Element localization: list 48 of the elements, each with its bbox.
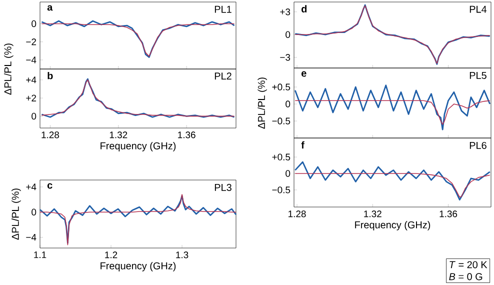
- x-tick-label: 1.28: [288, 210, 306, 218]
- x-tick-label: 1.36: [440, 210, 458, 218]
- y-tick-label: −4: [26, 56, 36, 64]
- chart-title: PL6: [470, 142, 486, 150]
- y-tick-label: 0: [286, 170, 290, 177]
- y-tick-label: 0: [286, 100, 290, 108]
- x-axis-title: Frequency (GHz): [100, 142, 176, 152]
- x-tick-label: 1.32: [110, 132, 128, 138]
- y-tick-label: +2: [26, 94, 36, 102]
- annotation: f: [301, 141, 304, 148]
- text: B = 0 G: [449, 273, 482, 280]
- chart-title: PL3: [214, 184, 232, 191]
- chart-title: PL5: [470, 72, 486, 79]
- y-tick-label: 0: [32, 112, 36, 120]
- x-tick-label: 1.1: [34, 252, 46, 258]
- x-tick-label: 1.36: [178, 132, 196, 138]
- annotation: c: [47, 183, 52, 189]
- chart-title: PL1: [214, 6, 232, 13]
- y-tick-label: +4: [26, 76, 36, 84]
- annotation: b: [48, 72, 53, 80]
- y-tick-label: +0.5: [272, 154, 290, 160]
- y-tick-label: +0.5: [272, 84, 290, 90]
- y-axis-title: ΔPL/PL (%): [258, 78, 267, 129]
- y-tick-label: +3: [280, 8, 290, 16]
- x-axis-title: Frequency (GHz): [355, 221, 430, 230]
- x-tick-label: 1.28: [42, 132, 60, 138]
- y-tick-label: 0: [32, 208, 36, 216]
- y-axis-title: ΔPL/PL (%): [4, 44, 14, 95]
- y-tick-label: −0.5: [272, 118, 290, 124]
- y-tick-label: −3: [280, 54, 290, 61]
- y-tick-label: −2: [26, 38, 36, 46]
- annotation: e: [302, 71, 306, 77]
- text: T = 20 K: [450, 261, 488, 268]
- y-axis-title: ΔPL/PL (%): [12, 188, 21, 240]
- y-tick-label: −4: [26, 234, 36, 241]
- x-tick-label: 1.32: [364, 210, 382, 218]
- y-tick-label: 0: [286, 31, 290, 38]
- chart-title: PL2: [214, 72, 232, 80]
- x-tick-label: 1.3: [176, 252, 188, 258]
- annotation: a: [47, 5, 53, 11]
- y-tick-label: +4: [26, 184, 36, 190]
- line-series: [294, 84, 491, 130]
- chart-title: PL4: [470, 6, 487, 13]
- annotation: d: [302, 5, 307, 12]
- x-tick-label: 1.2: [105, 252, 118, 258]
- y-tick-label: 0: [32, 20, 36, 28]
- x-axis-title: Frequency (GHz): [100, 262, 176, 272]
- y-tick-label: −0.5: [272, 186, 290, 194]
